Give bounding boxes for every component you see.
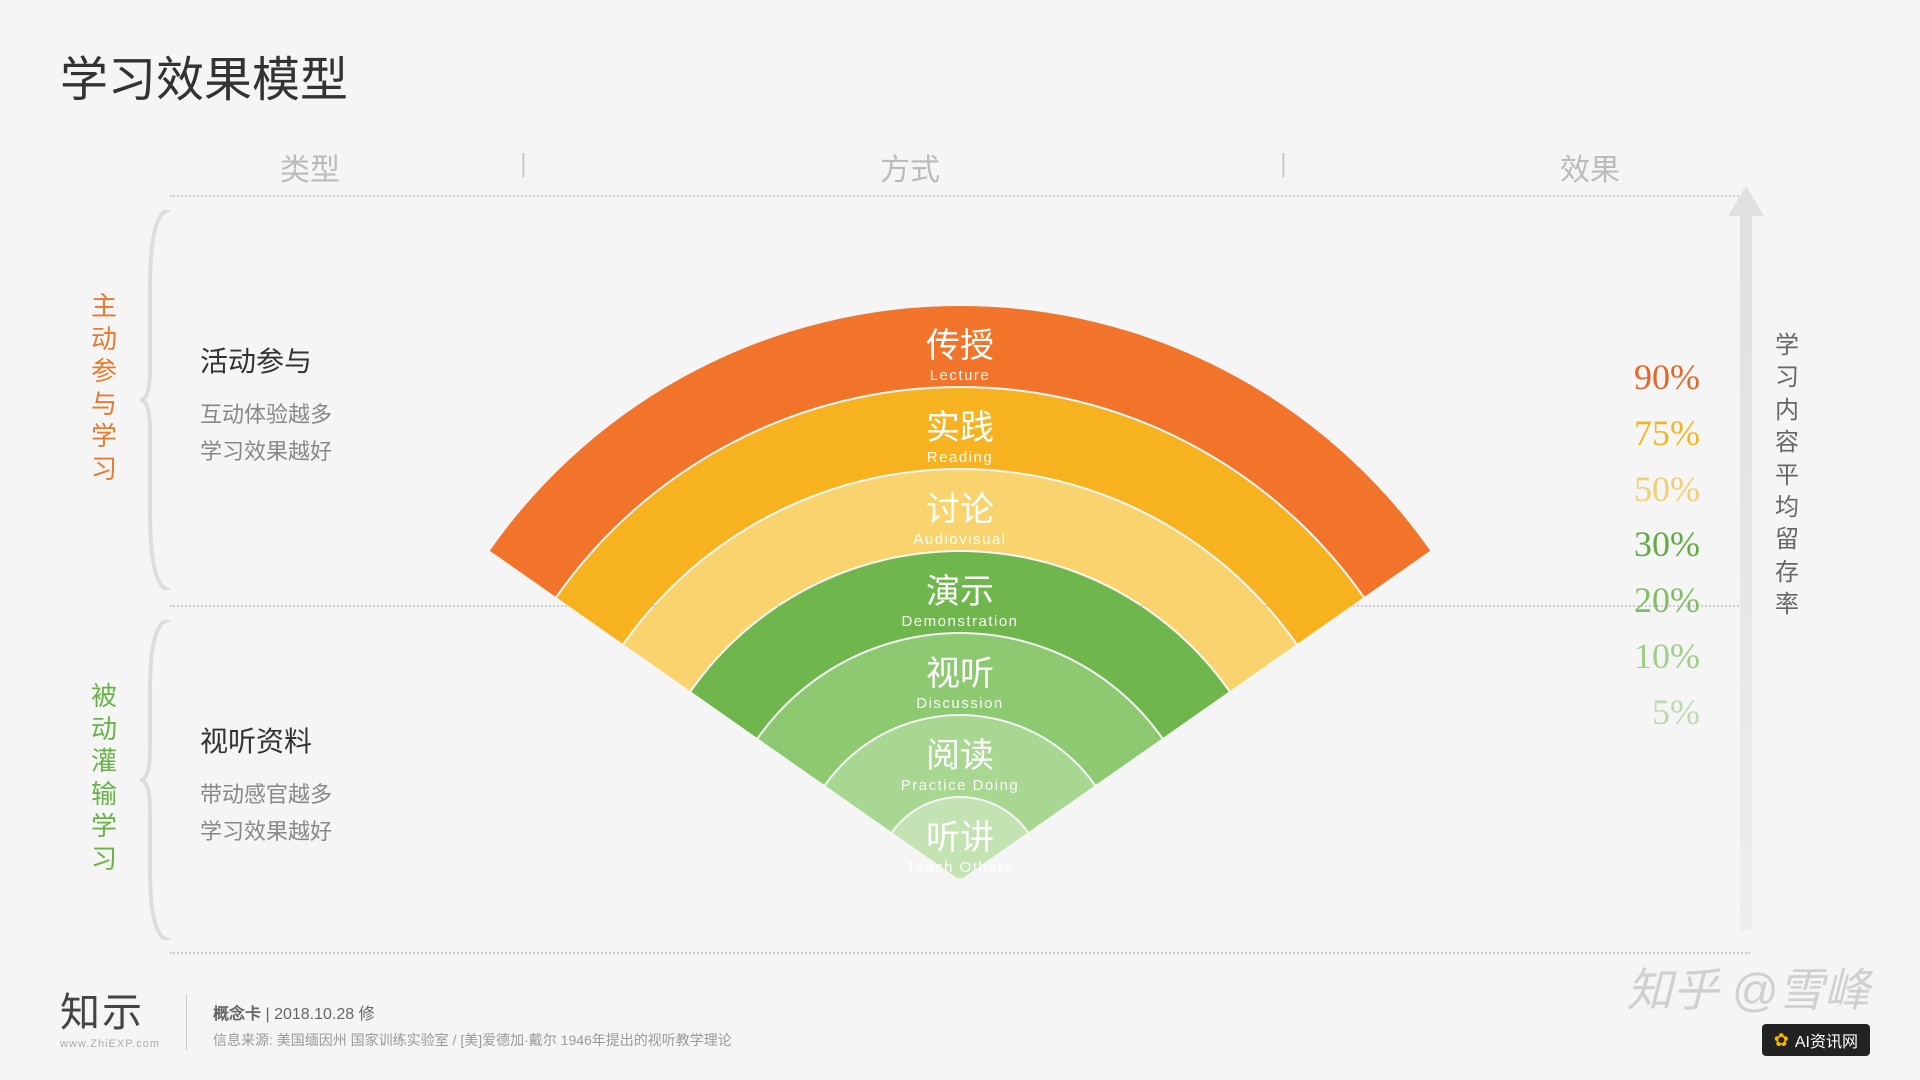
category-passive-desc: 视听资料 带动感官越多 学习效果越好 xyxy=(200,720,440,851)
brace-top xyxy=(140,210,180,590)
retention-pct: 20% xyxy=(1634,573,1700,629)
category-passive-label: 被动灌输学习 xyxy=(90,680,118,875)
page-title: 学习效果模型 xyxy=(60,40,348,110)
category-active-desc: 活动参与 互动体验越多 学习效果越好 xyxy=(200,340,440,471)
col-method: 方式 xyxy=(880,145,940,189)
category-active-label: 主动参与学习 xyxy=(90,290,118,485)
col-divider: | xyxy=(520,148,527,179)
retention-pct: 75% xyxy=(1634,406,1700,462)
retention-pct: 90% xyxy=(1634,350,1700,406)
retention-pct: 50% xyxy=(1634,462,1700,518)
retention-pct: 5% xyxy=(1634,685,1700,741)
retention-arrow-rail xyxy=(1740,210,1752,930)
footer-meta: 概念卡 | 2018.10.28 修 信息来源: 美国缅因州 国家训练实验室 /… xyxy=(213,1000,732,1050)
source-badge: ✿ AI资讯网 xyxy=(1762,1024,1870,1056)
watermark: 知乎 @雪峰 xyxy=(1627,954,1870,1020)
flower-icon: ✿ xyxy=(1774,1030,1789,1051)
retention-pct: 30% xyxy=(1634,517,1700,573)
col-type: 类型 xyxy=(280,145,340,189)
brace-bottom xyxy=(140,620,180,940)
footer-divider xyxy=(186,994,187,1050)
learning-cone: 传授Lecture实践Reading讨论Audiovisual演示Demonst… xyxy=(410,200,1510,900)
dotted-line-bot xyxy=(170,952,1750,954)
col-divider: | xyxy=(1280,148,1287,179)
footer: 知示 www.ZhiEXP.com 概念卡 | 2018.10.28 修 信息来… xyxy=(60,980,1860,1050)
col-effect: 效果 xyxy=(1560,145,1620,189)
retention-pct: 10% xyxy=(1634,629,1700,685)
retention-axis-label: 学习内容平均留存率 xyxy=(1774,330,1800,622)
logo-text: 知示 xyxy=(60,980,160,1038)
retention-arrow-head xyxy=(1728,186,1764,216)
logo-block: 知示 www.ZhiEXP.com xyxy=(60,980,160,1050)
dotted-line-top xyxy=(170,195,1750,197)
retention-percentages: 90%75%50%30%20%10%5% xyxy=(1634,350,1700,741)
logo-url: www.ZhiEXP.com xyxy=(60,1038,160,1050)
